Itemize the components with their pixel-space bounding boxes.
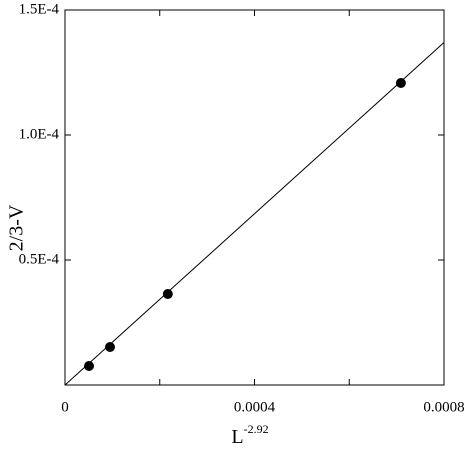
x-tick-label: 0.0008	[423, 399, 464, 415]
data-point	[162, 289, 173, 299]
x-tick-label: 0	[61, 399, 69, 415]
plot-frame	[64, 9, 445, 386]
y-tick-label: 1.5E-4	[19, 1, 60, 17]
x-tick-label: 0.0004	[234, 399, 276, 415]
x-axis-title-main: L	[231, 426, 243, 448]
y-tick-label: 1.0E-4	[19, 126, 60, 142]
y-axis-title: 2/3-V	[6, 204, 28, 251]
data-point	[395, 78, 406, 88]
data-point	[84, 361, 95, 371]
data-point	[105, 342, 116, 352]
y-tick-label: 0.5E-4	[19, 251, 60, 267]
x-axis-title: L-2.92	[231, 422, 268, 448]
x-axis-title-sup: -2.92	[244, 422, 269, 436]
fit-line	[64, 42, 445, 386]
